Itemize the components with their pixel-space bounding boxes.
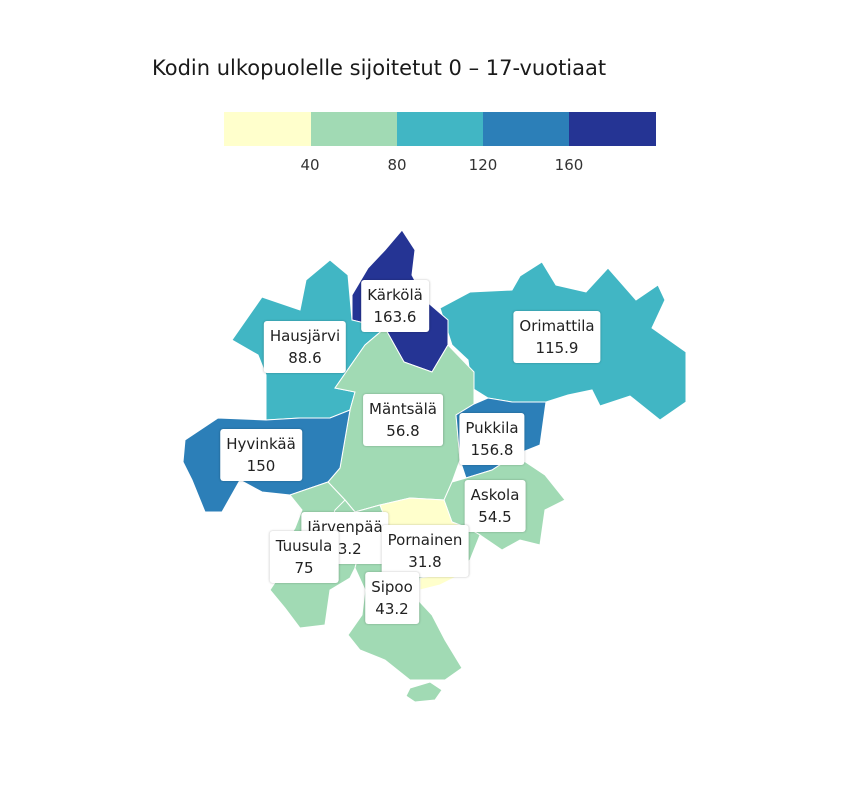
legend-swatch [397,112,483,146]
legend-swatch [224,112,311,146]
municipality-name: Orimattila [519,317,595,335]
label-karkola: Kärkölä 163.6 [361,280,429,332]
legend-swatch [483,112,569,146]
region-sipoo-island[interactable] [405,681,443,703]
municipality-name: Kärkölä [367,286,423,304]
municipality-value: 163.6 [373,308,417,326]
map-title: Kodin ulkopuolelle sijoitetut 0 – 17-vuo… [152,56,607,80]
municipality-value: 31.8 [408,553,442,571]
municipality-value: 88.6 [288,349,322,367]
label-mantsala: Mäntsälä 56.8 [363,394,443,446]
municipality-name: Pukkila [465,419,519,437]
label-pornainen: Pornainen 31.8 [381,525,469,577]
color-legend: 40 80 120 160 [224,112,656,174]
label-sipoo: Sipoo 43.2 [365,572,419,624]
label-askola: Askola 54.5 [464,480,526,532]
legend-swatch [311,112,397,146]
legend-tick: 120 [468,156,498,174]
municipality-name: Sipoo [371,578,413,596]
municipality-value: 75 [294,559,314,577]
municipality-value: 156.8 [470,441,514,459]
legend-tick: 40 [300,156,320,174]
municipality-value: 150 [246,457,276,475]
label-hyvinkaa: Hyvinkää 150 [220,429,302,481]
municipality-name: Mäntsälä [369,400,437,418]
municipality-name: Askola [470,486,520,504]
legend-swatch [569,112,656,146]
municipality-value: 43.2 [375,600,409,618]
legend-tick: 160 [554,156,584,174]
municipality-name: Hyvinkää [226,435,296,453]
label-tuusula: Tuusula 75 [269,531,339,583]
municipality-name: Hausjärvi [269,327,341,345]
municipality-value: 115.9 [535,339,579,357]
legend-tick: 80 [387,156,407,174]
label-orimattila: Orimattila 115.9 [513,311,601,363]
label-hausjarvi: Hausjärvi 88.6 [263,321,347,373]
municipality-name: Tuusula [275,537,333,555]
municipality-name: Pornainen [387,531,463,549]
municipality-value: 54.5 [478,508,512,526]
label-pukkila: Pukkila 156.8 [459,413,525,465]
municipality-value: 56.8 [386,422,420,440]
